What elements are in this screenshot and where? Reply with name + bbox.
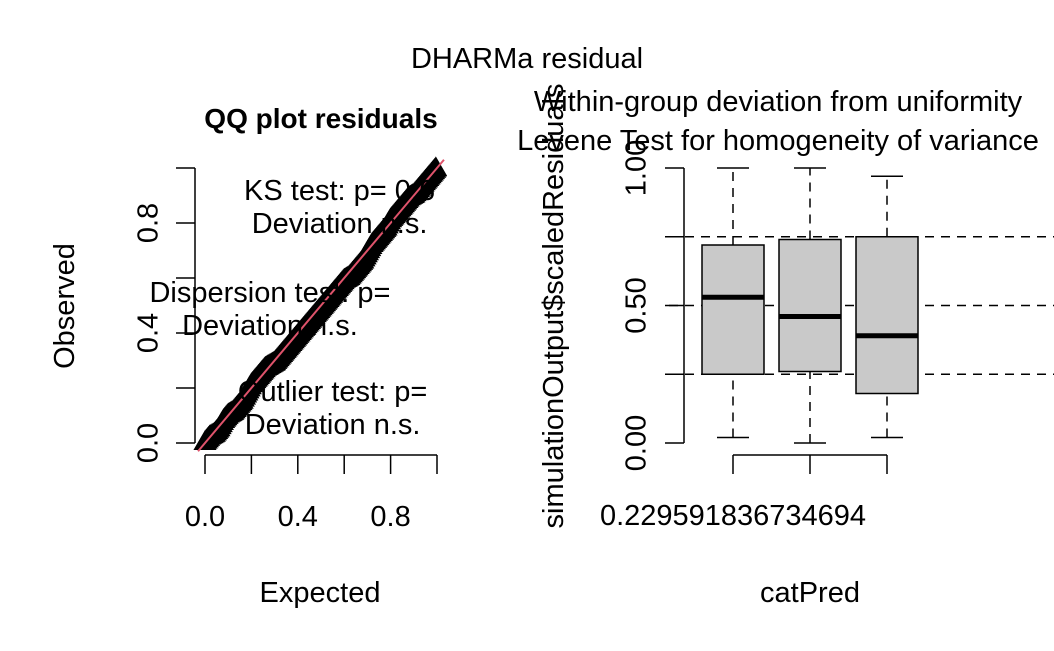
qq-x-tick-label: 0.4: [278, 501, 318, 533]
boxplot-panel: Within-group deviation from uniformity L…: [517, 84, 1054, 609]
qq-points: [193, 156, 447, 450]
qq-y-tick-label: 0.0: [133, 423, 165, 463]
boxplot-y-axis-label: simulationOutput$scaledResiduals: [538, 84, 570, 529]
qq-y-axis-label: Observed: [49, 243, 81, 369]
qq-axes: 0.0 0.4 0.8 0.0 0.4 0.8: [133, 167, 438, 533]
qq-annotation-2: Dispersion test: p=: [149, 277, 390, 309]
qq-y-tick-label: 0.4: [133, 313, 165, 353]
boxplot-title-line-2: Levene Test for homogeneity of variance: [517, 125, 1039, 157]
qq-x-tick-label: 0.8: [370, 501, 410, 533]
qq-annotation-4: Outlier test: p=: [238, 376, 427, 408]
qq-annotation-0: KS test: p= 0.6: [244, 175, 435, 207]
qq-annotation-5: Deviation n.s.: [245, 409, 421, 441]
box-body: [855, 236, 919, 395]
qq-annotation-1: Deviation n.s.: [252, 208, 428, 240]
box-y-tick-label: 0.00: [621, 415, 653, 471]
qq-point: [424, 156, 447, 177]
box-y-tick-label: 0.50: [621, 277, 653, 333]
qq-plot-title: QQ plot residuals: [204, 103, 437, 134]
boxplot-axes: 0.00 0.50 1.00: [621, 140, 888, 474]
qq-x-axis-label: Expected: [260, 577, 381, 609]
boxplot-boxes: [701, 167, 919, 444]
qq-annotation-3: Deviation n.s.: [182, 310, 358, 342]
qq-reference-line-segment: [197, 159, 445, 452]
boxplot-x-tick-label: 0.229591836734694: [600, 500, 866, 532]
qq-plot-panel: QQ plot residuals 0.0 0.4 0.8 0.0 0.4 0.8 KS …: [49, 103, 447, 609]
figure-main-title: DHARMa residual: [411, 43, 643, 75]
box-body: [778, 238, 842, 373]
box-body: [701, 244, 765, 375]
boxplot-x-axis-label: catPred: [760, 577, 860, 609]
boxplot-title-line-1: Within-group deviation from uniformity: [534, 86, 1023, 118]
box-y-tick-label: 1.00: [621, 140, 653, 196]
qq-y-tick-label: 0.8: [133, 203, 165, 243]
qq-x-tick-label: 0.0: [185, 501, 225, 533]
qq-reference-line: [197, 159, 445, 452]
